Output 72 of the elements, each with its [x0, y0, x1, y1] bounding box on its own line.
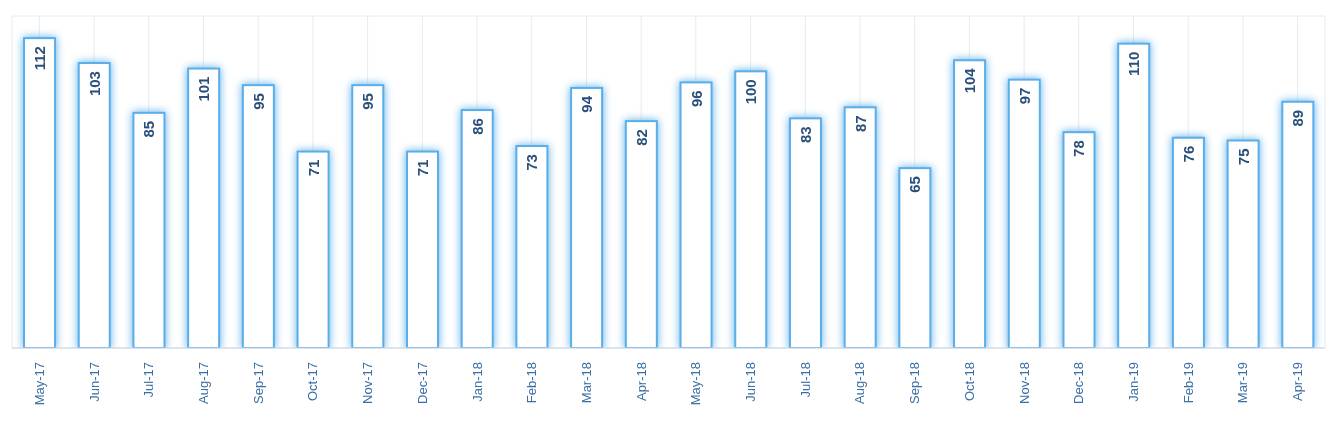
- data-label: 96: [687, 90, 705, 108]
- data-label: 73: [523, 154, 541, 171]
- bar: [515, 145, 549, 348]
- bar: [898, 167, 932, 348]
- x-tick-label: Dec-17: [414, 362, 430, 404]
- data-label: 83: [796, 126, 814, 144]
- bar: [460, 109, 494, 348]
- x-tick-label: Apr-18: [633, 362, 649, 402]
- data-label: 76: [1179, 145, 1197, 163]
- data-label: 85: [140, 120, 158, 138]
- bar: [132, 111, 166, 348]
- data-label: 71: [304, 159, 322, 177]
- bar: [1007, 78, 1041, 348]
- data-label: 103: [85, 71, 103, 97]
- x-tick-label: Mar-18: [578, 362, 594, 404]
- bar: [843, 106, 877, 348]
- data-label: 71: [413, 159, 431, 177]
- bar: [1171, 136, 1205, 348]
- data-label: 94: [578, 95, 596, 113]
- x-tick-label: Jul-17: [141, 362, 157, 398]
- x-tick-label: Oct-17: [305, 362, 321, 402]
- bar: [624, 120, 658, 348]
- data-label: 112: [31, 46, 49, 71]
- data-label: 89: [1289, 109, 1307, 127]
- bar: [679, 81, 713, 348]
- bar: [1062, 131, 1096, 348]
- x-tick-label: Apr-19: [1290, 362, 1306, 402]
- data-label: 95: [359, 93, 377, 110]
- data-label: 97: [1015, 87, 1033, 105]
- x-tick-label: Nov-17: [360, 362, 376, 404]
- data-label: 86: [468, 118, 486, 135]
- x-tick-label: Jul-18: [797, 362, 813, 398]
- x-tick-label: Oct-18: [961, 362, 977, 402]
- bar: [953, 59, 987, 348]
- x-tick-label: May-18: [688, 362, 704, 406]
- data-label: 75: [1234, 148, 1252, 166]
- data-label: 110: [1125, 51, 1143, 76]
- data-label: 65: [906, 176, 924, 193]
- x-tick-label: Sep-17: [250, 362, 266, 404]
- x-tick-label: Jun-17: [86, 362, 102, 402]
- x-tick-label: Nov-18: [1016, 362, 1032, 404]
- x-tick-label: Jun-18: [743, 362, 759, 402]
- x-tick-label: Jan-19: [1126, 362, 1142, 402]
- data-label: 95: [249, 93, 267, 110]
- x-tick-label: Feb-18: [524, 362, 540, 404]
- bar: [1117, 42, 1151, 348]
- bar: [788, 117, 822, 348]
- x-tick-label: May-17: [31, 362, 47, 406]
- x-tick-label: Mar-19: [1235, 362, 1251, 404]
- data-label: 82: [632, 129, 650, 146]
- data-label: 87: [851, 115, 869, 132]
- bar: [734, 70, 768, 348]
- bar: [296, 150, 330, 348]
- x-tick-label: Jan-18: [469, 362, 485, 402]
- bar: [351, 84, 385, 348]
- data-label: 78: [1070, 140, 1088, 157]
- data-label: 100: [742, 79, 760, 105]
- x-tick-label: Sep-18: [907, 362, 923, 404]
- bar: [1226, 139, 1260, 348]
- x-tick-label: Aug-18: [852, 362, 868, 404]
- bar: [77, 62, 111, 348]
- bar: [187, 67, 221, 348]
- x-tick-label: Dec-18: [1071, 362, 1087, 404]
- data-label: 104: [961, 67, 979, 94]
- x-tick-label: Aug-17: [195, 362, 211, 404]
- bar: [241, 84, 275, 348]
- data-label: 101: [195, 76, 213, 102]
- bar: [1281, 100, 1315, 348]
- bar: [570, 86, 604, 348]
- bar: [23, 37, 57, 348]
- x-tick-label: Feb-19: [1180, 362, 1196, 404]
- bar: [405, 150, 439, 348]
